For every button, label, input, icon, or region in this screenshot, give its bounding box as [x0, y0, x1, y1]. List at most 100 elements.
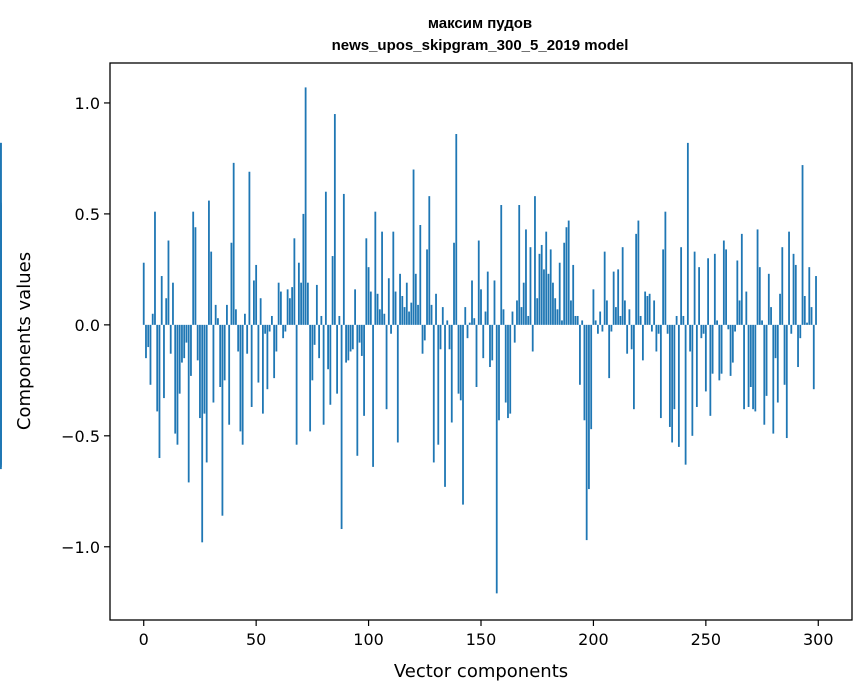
x-tick-label-150: 150 [466, 630, 497, 649]
bar-116 [403, 307, 406, 325]
bar-78 [318, 324, 321, 359]
bar-166 [516, 300, 518, 325]
bar-173 [531, 324, 534, 352]
bar-201 [594, 320, 597, 325]
bar-193 [576, 315, 579, 325]
bar-210 [615, 307, 617, 325]
bar-270 [749, 324, 752, 387]
bar-32 [214, 304, 217, 325]
bar-130 [435, 293, 437, 325]
bar-41 [235, 309, 237, 325]
chart-title-line2: news_upos_skipgram_300_5_2019 model [332, 37, 629, 54]
bar-94 [354, 289, 356, 325]
bar-98 [363, 324, 365, 416]
bar-50 [255, 264, 258, 325]
bar-170 [525, 229, 527, 325]
bar-113 [396, 324, 399, 443]
bar-55 [266, 324, 269, 390]
bar-299 [815, 276, 817, 325]
x-tick-label-0: 0 [139, 630, 149, 649]
bar-58 [273, 324, 276, 379]
bar-215 [626, 324, 629, 354]
bar-157 [495, 324, 498, 594]
bar-74 [309, 324, 312, 432]
bar-180 [547, 273, 550, 325]
bar-54 [264, 324, 267, 334]
bar-222 [641, 324, 644, 361]
bar-35 [221, 324, 224, 516]
bar-248 [700, 324, 703, 339]
bar-104 [376, 293, 379, 325]
bar-131 [437, 324, 440, 445]
bar-119 [410, 302, 413, 325]
bar-56 [268, 324, 271, 332]
bar-168 [520, 307, 523, 325]
bar-233 [666, 324, 669, 334]
bar-33 [217, 318, 219, 325]
bar-266 [740, 233, 743, 325]
bar-151 [482, 324, 485, 359]
bar-36 [223, 324, 226, 381]
bar-147 [473, 318, 476, 325]
bar-164 [511, 311, 514, 325]
bar-298 [812, 324, 815, 390]
bar-87 [338, 315, 341, 325]
bar-136 [448, 324, 451, 350]
bar-282 [776, 324, 779, 403]
bar-291 [797, 324, 799, 368]
bar-43 [239, 324, 242, 432]
bar-undefined [0, 324, 2, 341]
bar-97 [360, 324, 363, 356]
bar-285 [783, 324, 786, 385]
y-tick-label-4: 1.0 [75, 94, 100, 113]
bar-186 [561, 320, 563, 325]
bar-60 [277, 282, 280, 325]
bar-111 [392, 231, 395, 325]
y-axis-ticks: −1.0 −0.5 0.0 0.5 1.0 [61, 94, 110, 557]
bar-226 [650, 324, 653, 332]
bar-292 [799, 324, 802, 339]
bar-67 [293, 238, 296, 325]
x-axis-label: Vector components [394, 661, 568, 682]
bar-290 [794, 264, 797, 325]
bar-79 [320, 315, 323, 325]
bar-198 [588, 324, 590, 490]
bar-125 [423, 324, 426, 341]
bar-77 [315, 284, 318, 325]
bar-101 [369, 291, 372, 325]
bar-106 [381, 231, 383, 325]
bar-253 [711, 324, 714, 374]
bar-264 [736, 260, 739, 325]
bar-135 [446, 320, 449, 325]
bar-69 [297, 262, 300, 325]
bar-217 [630, 324, 633, 350]
bar-12 [169, 324, 172, 354]
bar-195 [581, 320, 584, 325]
bar-263 [734, 324, 736, 332]
bar-142 [462, 324, 464, 505]
bar-5 [154, 211, 156, 325]
bar-undefined [0, 324, 2, 470]
bar-132 [439, 324, 442, 350]
bar-99 [365, 238, 368, 325]
bar-15 [176, 324, 179, 445]
bar-128 [430, 304, 433, 325]
bar-46 [246, 324, 249, 354]
bar-68 [295, 324, 298, 445]
bar-229 [657, 324, 660, 334]
bar-207 [608, 324, 611, 379]
bar-19 [185, 324, 188, 343]
bar-211 [617, 269, 620, 325]
x-tick-label-300: 300 [803, 630, 834, 649]
bar-40 [232, 162, 235, 325]
bar-177 [540, 244, 543, 325]
bar-160 [502, 309, 505, 325]
bar-289 [792, 253, 795, 325]
bar-90 [345, 324, 347, 363]
bar-214 [624, 300, 626, 325]
bar-245 [693, 251, 696, 325]
bar-278 [767, 273, 770, 325]
bar-254 [713, 253, 716, 325]
bar-197 [585, 324, 588, 541]
bar-206 [606, 300, 608, 325]
